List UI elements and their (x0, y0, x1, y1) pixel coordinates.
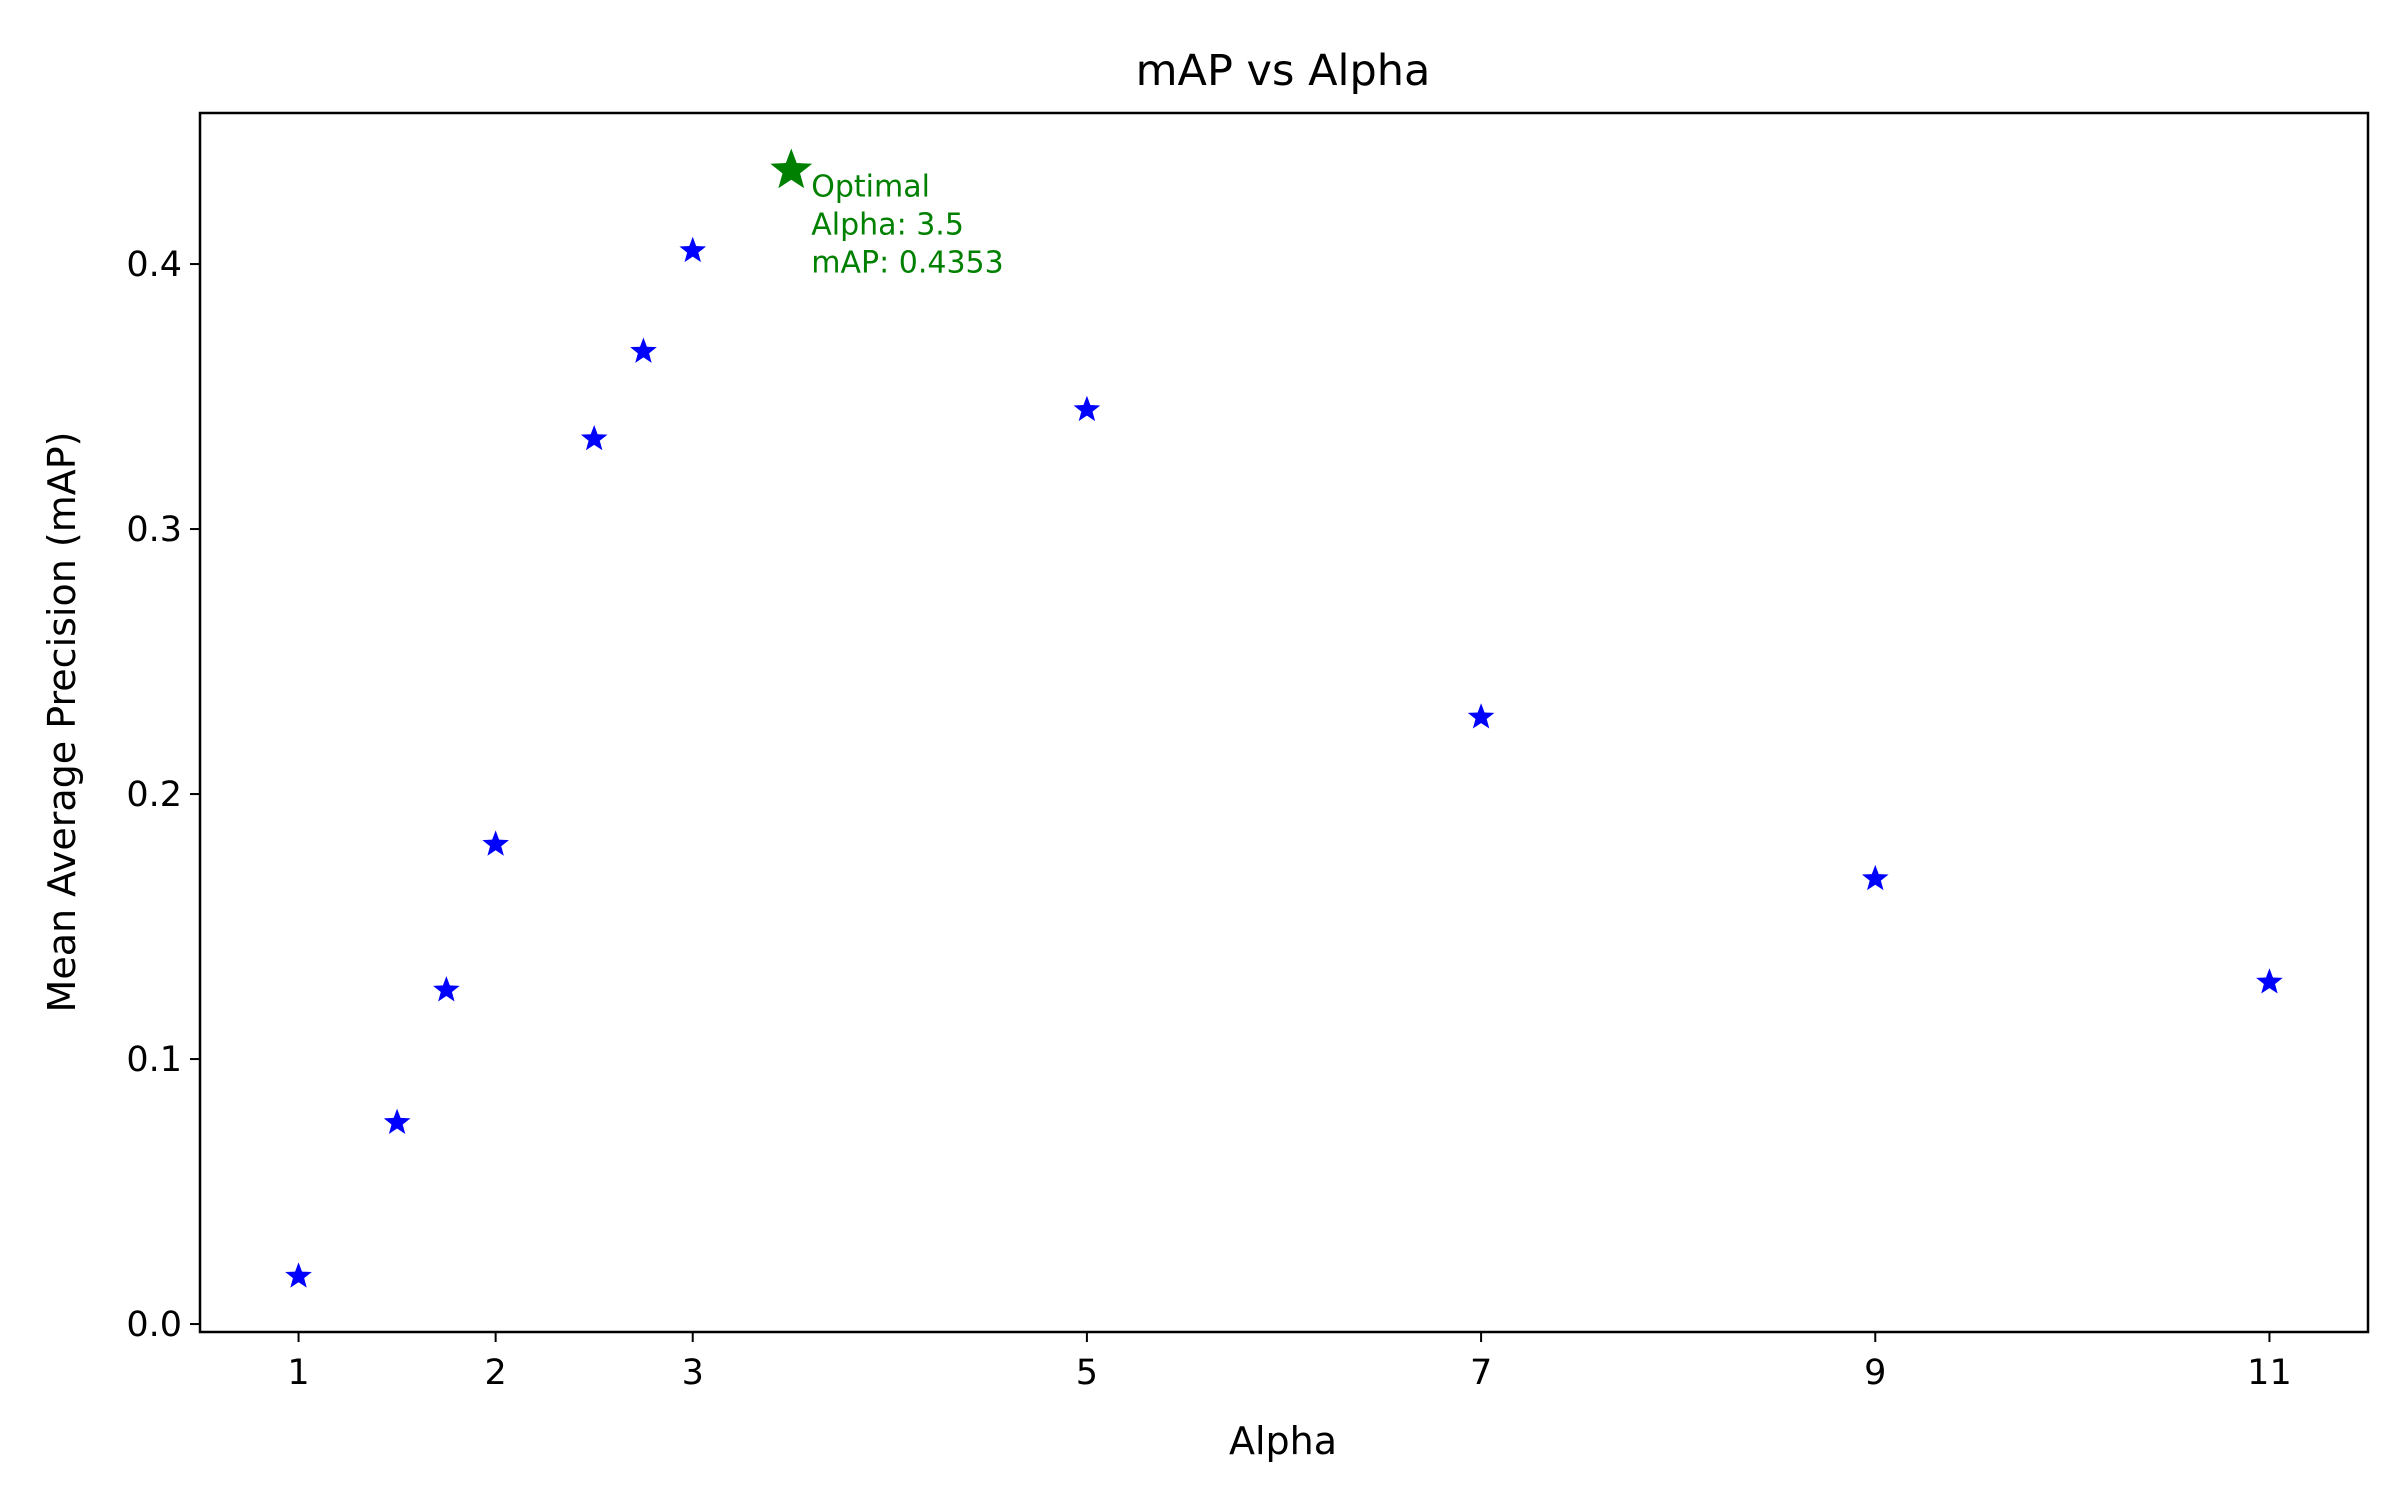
y-axis: 0.0 0.1 0.2 0.3 0.4 (126, 245, 200, 1345)
annotation-line: mAP: 0.4353 (811, 246, 1003, 281)
data-point (482, 830, 509, 856)
data-point (1073, 395, 1101, 422)
data-point (1467, 703, 1495, 729)
data-points (285, 148, 2283, 1288)
data-point (433, 976, 460, 1002)
data-point (630, 337, 657, 363)
annotation-line: Alpha: 3.5 (811, 208, 964, 243)
chart-title: mAP vs Alpha (1136, 46, 1431, 96)
y-tick-label: 0.0 (126, 1305, 182, 1345)
plot-area (198, 111, 2370, 1334)
data-point (1861, 864, 1889, 891)
data-point (580, 424, 608, 451)
optimal-point (770, 148, 813, 189)
data-point (679, 236, 707, 263)
y-axis-label: Mean Average Precision (mAP) (40, 432, 84, 1013)
x-tick-label: 7 (1470, 1353, 1492, 1393)
x-tick-label: 9 (1864, 1353, 1886, 1393)
x-tick-label: 3 (682, 1353, 704, 1393)
x-tick-label: 11 (2247, 1353, 2292, 1393)
annotation-line: Optimal (811, 170, 930, 205)
x-axis-label: Alpha (1229, 1419, 1337, 1463)
x-tick-label: 5 (1076, 1353, 1098, 1393)
x-tick-label: 2 (484, 1353, 506, 1393)
y-tick-label: 0.4 (126, 245, 182, 285)
y-tick-label: 0.2 (126, 775, 182, 815)
x-axis: 1 2 3 5 7 9 11 (287, 1332, 2292, 1393)
x-tick-label: 1 (287, 1353, 309, 1393)
y-tick-label: 0.3 (126, 510, 182, 550)
data-point (285, 1262, 312, 1288)
data-point (2256, 968, 2283, 994)
data-point (383, 1108, 411, 1134)
y-tick-label: 0.1 (126, 1040, 182, 1080)
